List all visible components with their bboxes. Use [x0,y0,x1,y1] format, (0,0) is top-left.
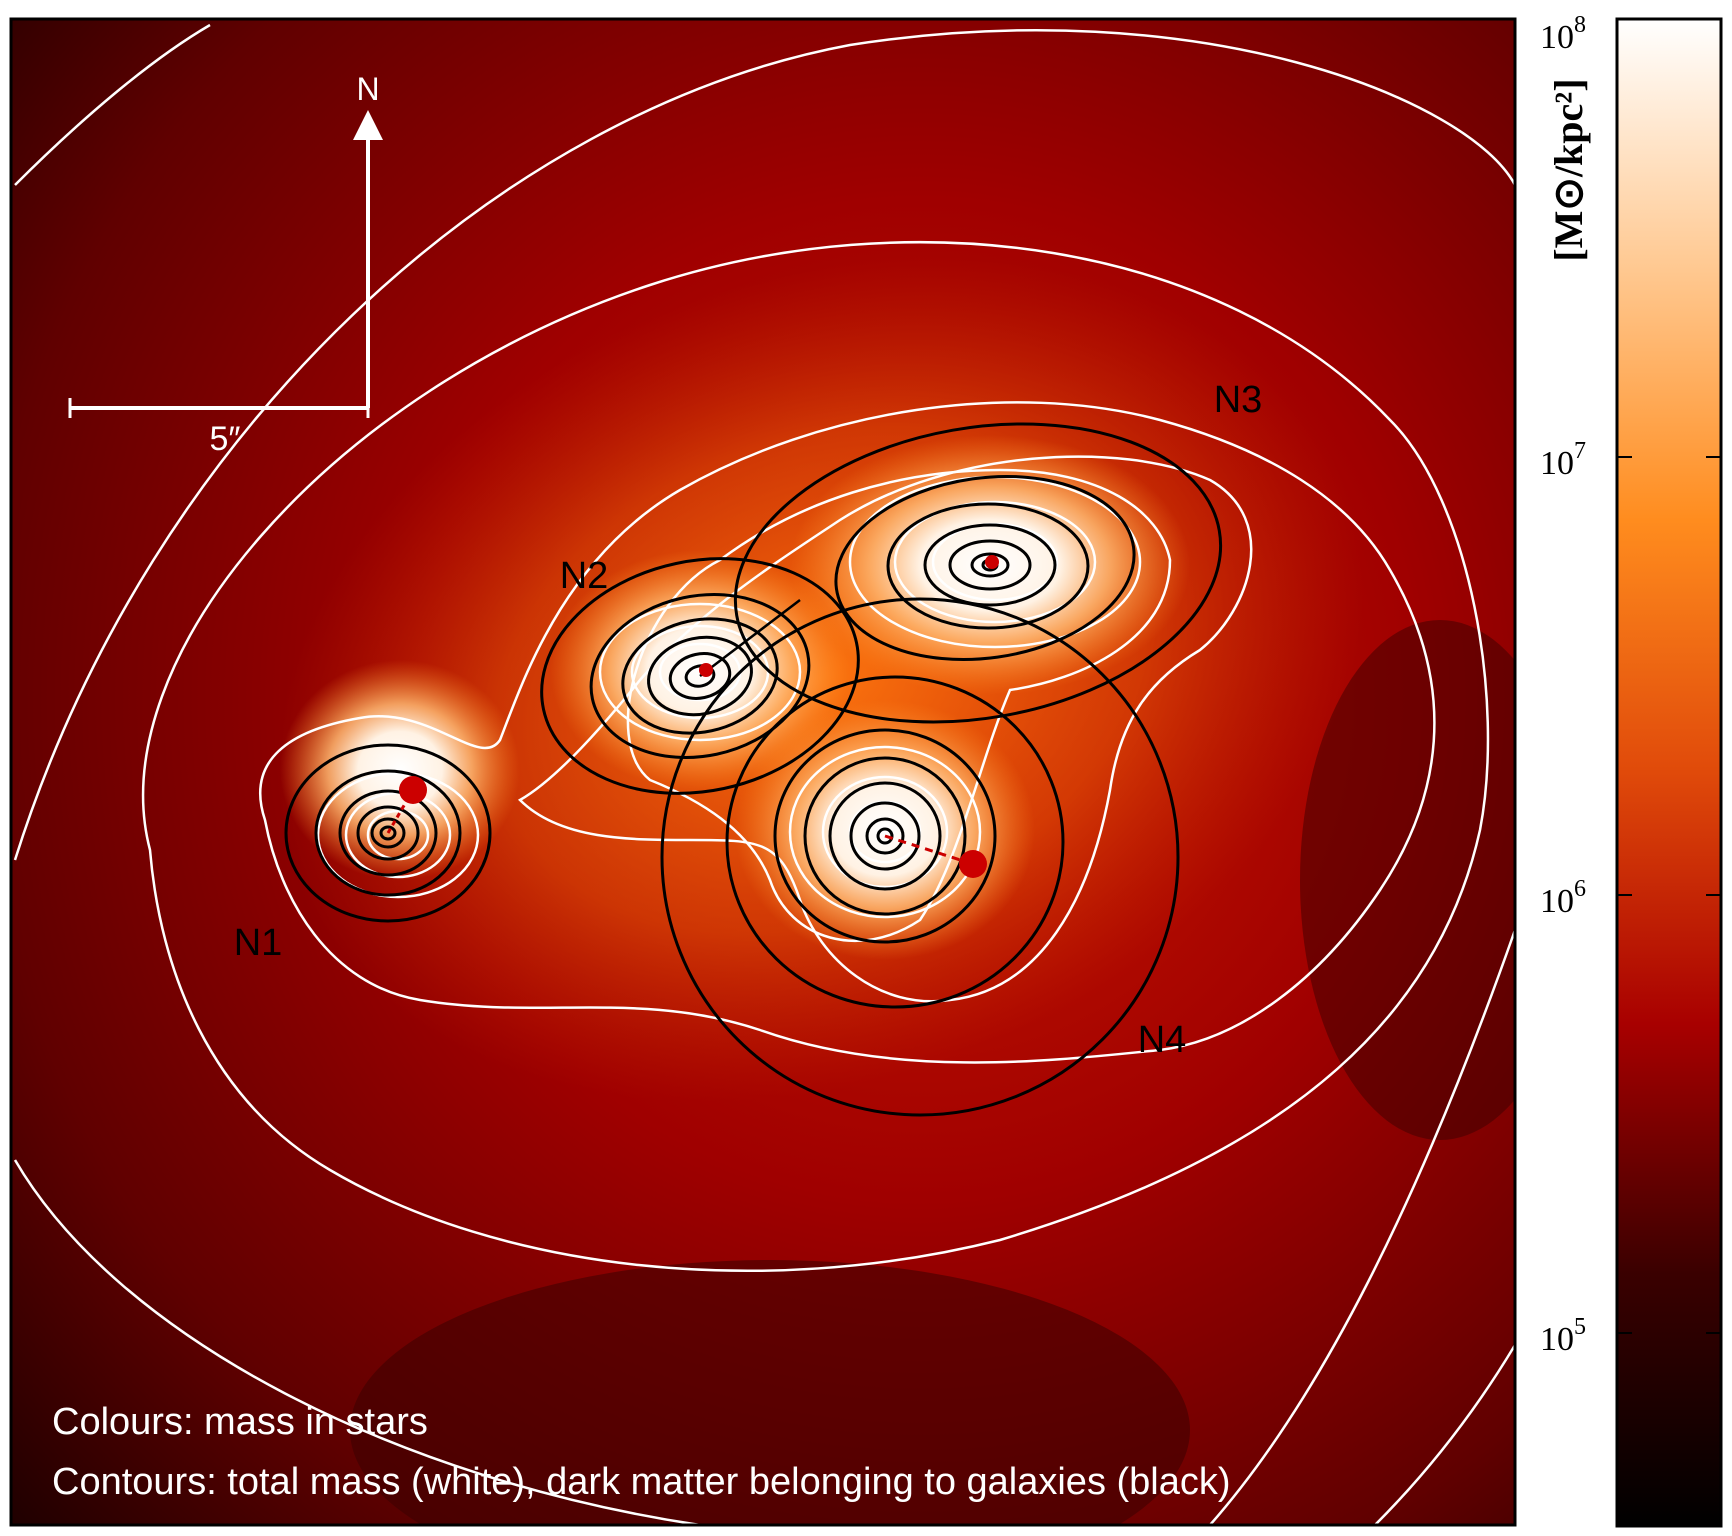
colorbar-ticks [1617,18,1721,1334]
colorbar-tick-label-1e7: 107 [1540,438,1586,482]
colorbar-tick-label-1e5: 105 [1540,1314,1586,1358]
n3-offset-marker [985,555,999,569]
total-mass-contour-5 [141,241,1490,1272]
caption-line-1: Colours: mass in stars [52,1401,428,1443]
colorbar-tick-label-1e6: 106 [1540,876,1586,920]
offset-markers [386,555,999,878]
galaxy-label-n4: N4 [1138,1019,1187,1061]
colorbar: 108 107 106 105 [M⊙/kpc²] [1540,12,1723,1528]
dark-matter-contours [284,422,1223,1117]
caption-line-2: Contours: total mass (white), dark matte… [52,1461,1231,1503]
low-density-region [350,1260,1190,1525]
total-mass-contour-6 [259,401,1436,1064]
total-mass-contour-outer [14,23,211,186]
galaxy-label-n2: N2 [560,555,609,597]
galaxy-label-n3: N3 [1214,379,1263,421]
compass-north-label: N [356,71,379,107]
compass [68,110,383,418]
total-mass-contour-3 [13,929,1515,1525]
galaxy-label-n1: N1 [234,922,283,964]
total-mass-contour-8 [626,468,1172,942]
total-mass-contour-2 [13,28,1515,861]
plot-frame [9,17,1517,1527]
connecting-line [699,599,801,677]
total-mass-contour-4 [1374,1344,1515,1525]
colorbar-gradient [1615,17,1723,1528]
colorbar-tick-label-1e8: 108 [1540,12,1586,56]
n1-dark-matter-contours [284,743,492,923]
total-mass-contour-7 [517,455,1253,1003]
colorbar-unit-label: [M⊙/kpc²] [1546,78,1591,261]
scale-bar-label: 5″ [210,420,241,458]
n2-offset-marker [699,663,713,677]
n4-offset-line [884,834,974,866]
n4-dark-matter-contours [660,597,1180,1117]
mass-map-panel: N 5″ N1 N2 N3 N4 Colours: mass in stars … [9,17,1517,1527]
n2-dark-matter-contours [540,557,860,795]
north-arrow-head-icon [353,110,383,140]
